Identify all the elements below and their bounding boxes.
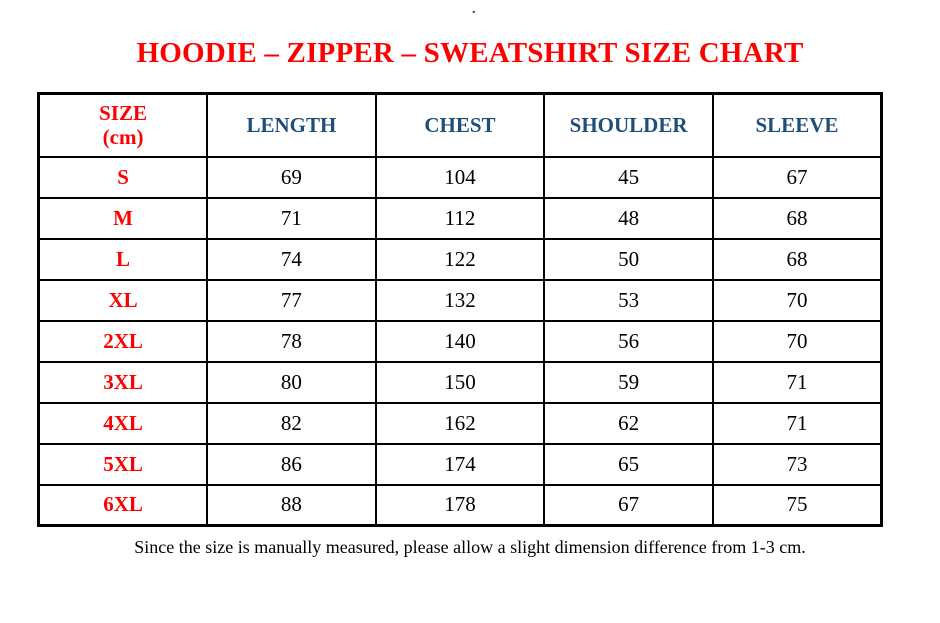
- measurement-cell: 78: [206, 319, 377, 363]
- measurement-cell: 50: [543, 237, 714, 281]
- measurement-cell: 74: [206, 237, 377, 281]
- measurement-cell: 56: [543, 319, 714, 363]
- size-cell: 2XL: [37, 319, 209, 363]
- measurement-cell: 75: [711, 483, 883, 527]
- measurement-cell: 59: [543, 360, 714, 404]
- size-cell: 4XL: [37, 401, 209, 445]
- table-row: L 74 122 50 68: [37, 237, 883, 281]
- measurement-cell: 71: [206, 196, 377, 240]
- table-header-row: SIZE (cm) LENGTH CHEST SHOULDER SLEEVE: [37, 92, 883, 158]
- shoulder-column-header: SHOULDER: [543, 92, 714, 158]
- measurement-cell: 82: [206, 401, 377, 445]
- table-row: 2XL 78 140 56 70: [37, 319, 883, 363]
- measurement-cell: 132: [374, 278, 546, 322]
- size-chart-table: SIZE (cm) LENGTH CHEST SHOULDER SLEEVE S…: [37, 92, 883, 527]
- measurement-cell: 86: [206, 442, 377, 486]
- measurement-cell: 70: [711, 278, 883, 322]
- size-cell: S: [37, 155, 209, 199]
- measurement-cell: 174: [374, 442, 546, 486]
- measurement-cell: 68: [711, 196, 883, 240]
- table-row: S 69 104 45 67: [37, 155, 883, 199]
- table-row: 3XL 80 150 59 71: [37, 360, 883, 404]
- measurement-cell: 70: [711, 319, 883, 363]
- table-row: XL 77 132 53 70: [37, 278, 883, 322]
- length-column-header: LENGTH: [206, 92, 377, 158]
- table-row: 6XL 88 178 67 75: [37, 483, 883, 527]
- measurement-cell: 77: [206, 278, 377, 322]
- measurement-cell: 162: [374, 401, 546, 445]
- measurement-cell: 53: [543, 278, 714, 322]
- top-page-dot: .: [472, 2, 476, 17]
- measurement-cell: 62: [543, 401, 714, 445]
- measurement-cell: 80: [206, 360, 377, 404]
- measurement-cell: 69: [206, 155, 377, 199]
- table-row: 4XL 82 162 62 71: [37, 401, 883, 445]
- measurement-cell: 48: [543, 196, 714, 240]
- measurement-cell: 140: [374, 319, 546, 363]
- measurement-cell: 67: [543, 483, 714, 527]
- sleeve-column-header: SLEEVE: [711, 92, 883, 158]
- measurement-cell: 45: [543, 155, 714, 199]
- measurement-cell: 65: [543, 442, 714, 486]
- measurement-cell: 150: [374, 360, 546, 404]
- measurement-cell: 112: [374, 196, 546, 240]
- measurement-cell: 104: [374, 155, 546, 199]
- size-column-header: SIZE (cm): [37, 92, 209, 158]
- measurement-cell: 67: [711, 155, 883, 199]
- size-cell: 3XL: [37, 360, 209, 404]
- measurement-cell: 122: [374, 237, 546, 281]
- chest-column-header: CHEST: [374, 92, 546, 158]
- measurement-cell: 73: [711, 442, 883, 486]
- measurement-cell: 88: [206, 483, 377, 527]
- table-row: M 71 112 48 68: [37, 196, 883, 240]
- size-header-line2: (cm): [102, 125, 144, 150]
- measurement-cell: 68: [711, 237, 883, 281]
- size-cell: 6XL: [37, 483, 209, 527]
- table-row: 5XL 86 174 65 73: [37, 442, 883, 486]
- measurement-disclaimer: Since the size is manually measured, ple…: [134, 537, 806, 557]
- size-cell: 5XL: [37, 442, 209, 486]
- size-cell: XL: [37, 278, 209, 322]
- size-cell: L: [37, 237, 209, 281]
- measurement-cell: 71: [711, 360, 883, 404]
- measurement-cell: 178: [374, 483, 546, 527]
- size-cell: M: [37, 196, 209, 240]
- page-title: HOODIE – ZIPPER – SWEATSHIRT SIZE CHART: [136, 37, 804, 69]
- measurement-cell: 71: [711, 401, 883, 445]
- size-header-line1: SIZE: [99, 101, 147, 126]
